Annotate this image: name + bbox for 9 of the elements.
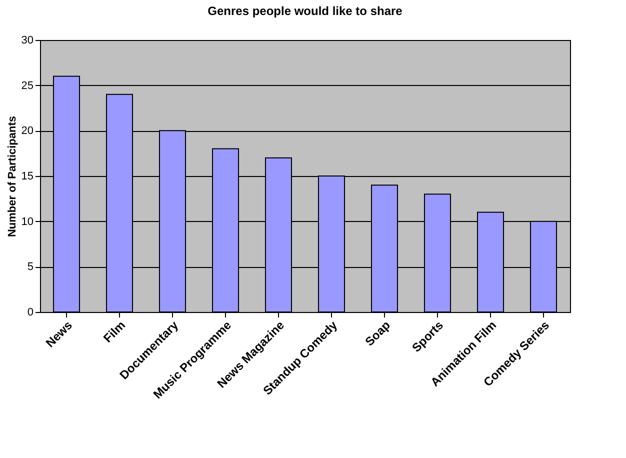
chart-title: Genres people would like to share <box>208 4 403 18</box>
y-axis-title: Number of Participants <box>6 116 18 238</box>
y-tick-label: 10 <box>21 216 34 228</box>
y-tick-label: 30 <box>21 34 34 46</box>
y-tick-label: 0 <box>27 306 34 318</box>
y-tick-label: 15 <box>21 170 34 182</box>
y-tick-label: 5 <box>27 261 34 274</box>
y-tick-label: 20 <box>21 125 34 138</box>
y-tick-label: 25 <box>21 80 34 92</box>
